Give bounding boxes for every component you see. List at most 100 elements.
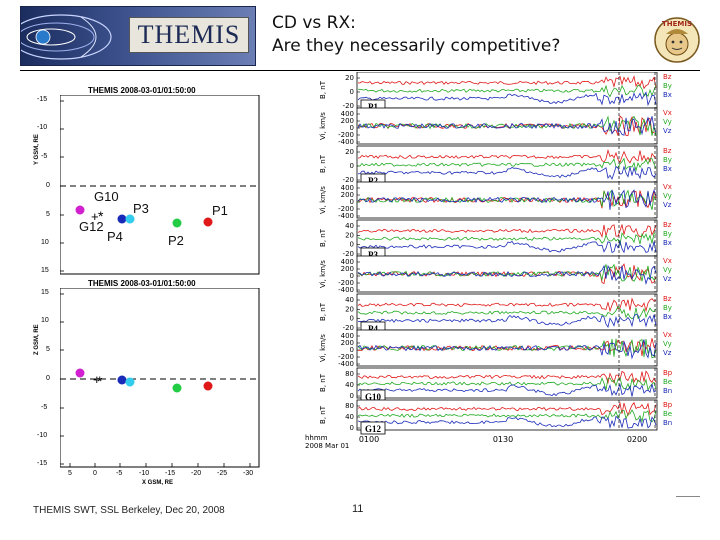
trace	[357, 91, 657, 107]
top-ytick: -15	[37, 96, 48, 103]
p2-dot	[172, 218, 182, 228]
panel-id-box	[360, 421, 386, 435]
legend-entry: Bx	[663, 313, 672, 321]
magnetosphere-graphic	[21, 14, 112, 60]
trace	[357, 401, 657, 417]
slide-title: CD vs RX: Are they necessarily competiti…	[272, 12, 560, 58]
subpanel-vikms	[356, 255, 658, 293]
ytick-label: 20	[345, 74, 354, 82]
p3-dot-b	[125, 377, 135, 387]
trace	[357, 75, 657, 90]
axis-label: B, nT	[319, 228, 327, 247]
ytick-label: 0	[350, 272, 354, 280]
trace	[357, 157, 657, 173]
top-ytick: -5	[41, 153, 48, 160]
trace	[357, 115, 657, 136]
ytick-label: 20	[345, 148, 354, 156]
top-orbit-plot: * +	[60, 95, 260, 275]
bottom-xlabel: X GSM, RE	[142, 480, 174, 486]
bottom-xtick: 5	[68, 470, 72, 477]
axis-label: B, nT	[319, 80, 327, 99]
p4-dot	[117, 214, 127, 224]
ytick-label: -200	[338, 279, 354, 287]
ytick-label: 80	[345, 370, 354, 378]
page-number: 11	[352, 503, 364, 515]
trace	[357, 382, 657, 397]
panel-id: G10	[365, 392, 382, 402]
legend-entry: Vx	[663, 109, 672, 117]
trace	[357, 232, 657, 247]
legend-entry: By	[663, 230, 672, 238]
ytick-label: -200	[338, 205, 354, 213]
top-plot-title: THEMIS 2008-03-01/01:50:00	[88, 86, 196, 95]
legend-entry: Bz	[663, 147, 672, 155]
subpanel-vikms	[356, 107, 658, 145]
subpanel-bnt	[356, 367, 658, 399]
axis-label: Vi, km/s	[319, 112, 327, 140]
panel-id: G12	[365, 424, 382, 434]
title-line-2: Are they necessarily competitive?	[272, 36, 561, 56]
g12-marker-b: +	[93, 372, 101, 387]
legend-entry: Vx	[663, 331, 672, 339]
label-p4: P4	[107, 229, 123, 244]
legend-entry: Vz	[663, 127, 672, 135]
legend-entry: Vx	[663, 183, 672, 191]
p1-dot	[203, 217, 213, 227]
label-p2: P2	[168, 233, 184, 248]
ytick-label: -20	[343, 324, 354, 332]
legend-entry: Bx	[663, 239, 672, 247]
trace	[357, 189, 657, 210]
panel-id: P2	[368, 176, 378, 186]
trace	[357, 339, 657, 360]
bottom-xtick: -20	[191, 470, 202, 477]
ytick-label: -400	[338, 138, 354, 146]
trace	[357, 306, 657, 320]
bottom-ytick: -15	[37, 460, 48, 467]
bottom-ytick: 5	[46, 346, 50, 353]
axis-label: Vi, km/s	[319, 186, 327, 214]
legend-entry: Vy	[663, 340, 672, 348]
p2-dot-b	[172, 383, 182, 393]
top-ytick: 10	[41, 239, 49, 246]
axis-label: B, nT	[319, 302, 327, 321]
subpanel-bnt	[356, 399, 658, 431]
label-p1: P1	[212, 203, 228, 218]
ytick-label: 200	[341, 191, 354, 199]
g10-marker-b: *	[97, 373, 103, 389]
top-ytick: -10	[37, 124, 48, 131]
ytick-label: -20	[343, 102, 354, 110]
bottom-ytick: 15	[41, 289, 49, 296]
ytick-label: -400	[338, 360, 354, 368]
bottom-plot-title: THEMIS 2008-03-01/01:50:00	[88, 279, 196, 288]
subpanel-vikms	[356, 181, 658, 219]
ytick-label: 0	[350, 124, 354, 132]
logo-text: THEMIS	[662, 20, 692, 28]
p3-dot	[125, 214, 135, 224]
axis-label: B, nT	[319, 373, 327, 392]
bottom-ytick: 0	[46, 375, 50, 382]
legend-entry: Bp	[663, 369, 673, 377]
ytick-label: 40	[345, 381, 354, 389]
ytick-label: 80	[345, 402, 354, 410]
axis-label: B, nT	[319, 154, 327, 173]
legend-entry: Vy	[663, 192, 672, 200]
trace	[357, 297, 657, 313]
trace	[357, 415, 657, 429]
trace	[357, 116, 657, 136]
g-dot-b	[75, 368, 85, 378]
legend-entry: Vy	[663, 118, 672, 126]
ytick-label: 0	[350, 241, 354, 249]
ytick-label: 200	[341, 339, 354, 347]
time-tick: 0200	[627, 435, 647, 444]
legend-entry: Bz	[663, 73, 672, 81]
ytick-label: 0	[350, 88, 354, 96]
subpanel-bnt	[356, 72, 658, 109]
subpanel-bnt	[356, 293, 658, 331]
trace	[357, 264, 657, 285]
legend-entry: Be	[663, 378, 672, 386]
bottom-xtick: -10	[139, 470, 150, 477]
trace	[357, 165, 657, 180]
footer-credit: THEMIS SWT, SSL Berkeley, Dec 20, 2008	[33, 505, 225, 516]
legend-entry: Bn	[663, 419, 672, 427]
